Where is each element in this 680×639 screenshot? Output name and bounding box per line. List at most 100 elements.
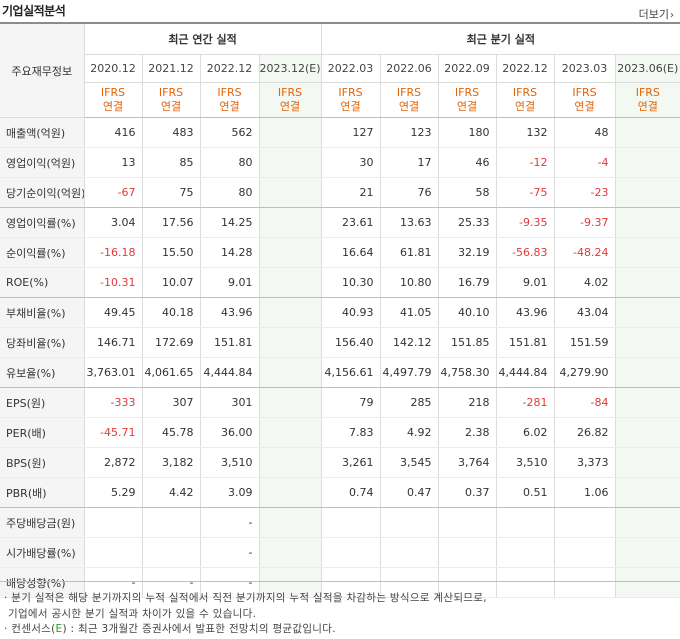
table-cell: 7.83 <box>321 417 381 448</box>
table-cell: 3,510 <box>200 447 260 478</box>
table-cell: 285 <box>380 387 439 418</box>
table-row: 주당배당금(원) - <box>0 507 680 538</box>
table-row: 영업이익(억원) 13 85 80 30 17 46 -12 -4 <box>0 147 680 178</box>
period-header: 2020.12 <box>84 54 143 83</box>
table-cell <box>496 507 555 538</box>
table-cell: -75 <box>496 177 555 208</box>
table-cell <box>554 507 616 538</box>
table-cell <box>321 537 381 568</box>
table-cell: 85 <box>142 147 201 178</box>
table-cell: 16.79 <box>438 267 497 298</box>
table-cell: 151.85 <box>438 327 497 358</box>
table-cell: 43.04 <box>554 297 616 328</box>
table-cell <box>259 177 322 208</box>
table-cell: 0.51 <box>496 477 555 508</box>
table-row: 부채비율(%) 49.45 40.18 43.96 40.93 41.05 40.10 43.… <box>0 297 680 328</box>
period-header: 2022.06 <box>380 54 439 83</box>
period-header: 2022.12 <box>496 54 555 83</box>
row-label: PBR(배) <box>0 477 85 508</box>
table-row: 당기순이익(억원) -67 75 80 21 76 58 -75 -23 <box>0 177 680 208</box>
table-cell: 3,182 <box>142 447 201 478</box>
basis-header: IFRS 연결 <box>200 82 260 118</box>
basis-header: IFRS 연결 <box>615 82 680 118</box>
table-row: BPS(원) 2,872 3,182 3,510 3,261 3,545 3,764 3,51… <box>0 447 680 478</box>
row-label: ROE(%) <box>0 267 85 298</box>
table-cell: 21 <box>321 177 381 208</box>
table-cell: 14.25 <box>200 207 260 238</box>
table-cell: 2,872 <box>84 447 143 478</box>
table-cell <box>259 537 322 568</box>
table-cell <box>615 177 680 208</box>
table-cell: 79 <box>321 387 381 418</box>
table-cell: 13.63 <box>380 207 439 238</box>
table-cell: 4.02 <box>554 267 616 298</box>
quarterly-group-header: 최근 분기 실적 <box>321 22 680 55</box>
table-cell <box>615 357 680 388</box>
table-cell: 10.30 <box>321 267 381 298</box>
table-cell <box>615 117 680 148</box>
table-cell <box>259 147 322 178</box>
table-cell <box>615 567 680 598</box>
table-cell <box>615 147 680 178</box>
basis-ifrs-label: IFRS <box>217 86 242 99</box>
row-label: 영업이익(억원) <box>0 147 85 178</box>
table-cell: 0.37 <box>438 477 497 508</box>
period-header: 2022.09 <box>438 54 497 83</box>
table-cell: 3,545 <box>380 447 439 478</box>
table-row: PER(배) -45.71 45.78 36.00 7.83 4.92 2.38 6.02 26… <box>0 417 680 448</box>
table-cell <box>259 267 322 298</box>
table-cell <box>259 417 322 448</box>
period-header-row: 2020.12 2021.12 2022.12 2023.12(E) 2022.03 20… <box>0 54 680 83</box>
more-link[interactable]: 더보기› <box>639 6 674 22</box>
table-cell: 156.40 <box>321 327 381 358</box>
table-cell: 146.71 <box>84 327 143 358</box>
basis-ifrs-label: IFRS <box>635 86 660 99</box>
table-cell: 80 <box>200 177 260 208</box>
table-cell <box>142 537 201 568</box>
table-cell: 45.78 <box>142 417 201 448</box>
table-cell: 142.12 <box>380 327 439 358</box>
table-cell: 10.80 <box>380 267 439 298</box>
table-cell <box>615 477 680 508</box>
footnotes: · 분기 실적은 해당 분기까지의 누적 실적에서 직전 분기까지의 누적 실적… <box>4 591 487 638</box>
table-cell: 123 <box>380 117 439 148</box>
table-cell: 40.93 <box>321 297 381 328</box>
table-cell: 151.81 <box>200 327 260 358</box>
basis-ifrs-label: IFRS <box>100 86 126 99</box>
table-cell: -9.35 <box>496 207 555 238</box>
table-cell: 10.07 <box>142 267 201 298</box>
period-header: 2023.06(E) <box>615 54 680 83</box>
table-cell: 43.96 <box>496 297 555 328</box>
table-cell: 416 <box>84 117 143 148</box>
table-cell: -84 <box>554 387 616 418</box>
table-cell <box>84 507 143 538</box>
row-label: 유보율(%) <box>0 357 85 388</box>
table-cell <box>615 327 680 358</box>
row-label: PER(배) <box>0 417 85 448</box>
table-cell: 43.96 <box>200 297 260 328</box>
table-cell: -9.37 <box>554 207 616 238</box>
table-cell: -23 <box>554 177 616 208</box>
table-cell <box>259 297 322 328</box>
basis-header-row: IFRS 연결 IFRS 연결 IFRS 연결 IFRS 연결 IFRS 연결 IFRS 연결 IFRS… <box>0 82 680 118</box>
table-cell: 48 <box>554 117 616 148</box>
table-cell <box>259 447 322 478</box>
table-cell: 13 <box>84 147 143 178</box>
table-cell: -67 <box>84 177 143 208</box>
basis-consolidated-label: 연결 <box>637 100 658 113</box>
table-cell: -10.31 <box>84 267 143 298</box>
table-row: 매출액(억원) 416 483 562 127 123 180 132 48 <box>0 117 680 148</box>
table-row: 유보율(%) 3,763.01 4,061.65 4,444.84 4,156.61 4,… <box>0 357 680 388</box>
table-row: 배당성향(%) - - - <box>0 567 680 598</box>
annual-group-header: 최근 연간 실적 <box>84 22 322 55</box>
row-label: 배당성향(%) <box>0 567 85 598</box>
period-header: 2023.03 <box>554 54 616 83</box>
table-cell <box>259 477 322 508</box>
table-cell: - <box>200 507 260 538</box>
table-cell: 2.38 <box>438 417 497 448</box>
row-header-label: 주요재무정보 <box>0 22 85 118</box>
basis-header: IFRS 연결 <box>438 82 497 118</box>
table-cell: - <box>142 567 201 598</box>
more-label: 더보기 <box>638 8 669 21</box>
table-cell: - <box>84 567 143 598</box>
